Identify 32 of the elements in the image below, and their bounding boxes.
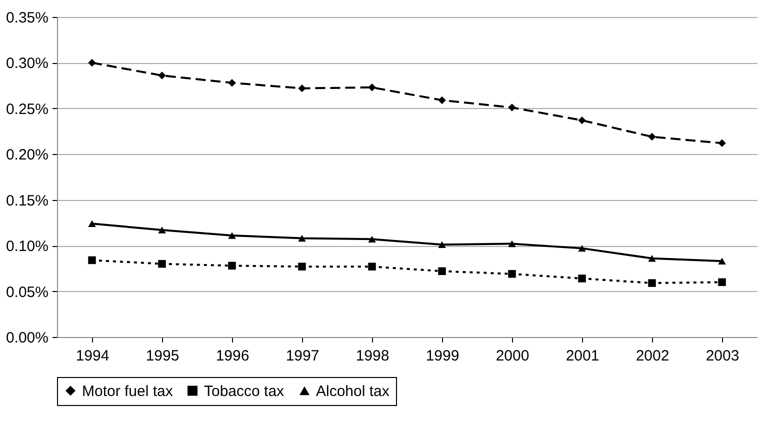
point	[368, 262, 376, 270]
x-tick-label: 2000	[496, 348, 530, 364]
x-tick-label: 1997	[286, 348, 320, 364]
point	[648, 279, 656, 287]
x-tick-label: 1994	[76, 348, 110, 364]
point	[88, 256, 96, 264]
y-tick-label: 0.15%	[6, 192, 48, 210]
y-tick-label: 0.10%	[6, 238, 48, 256]
legend-label: Alcohol tax	[316, 382, 390, 400]
y-tick-label: 0.25%	[6, 100, 48, 118]
point	[158, 260, 166, 268]
point	[508, 270, 516, 278]
point	[648, 132, 656, 141]
x-tick-label: 1995	[146, 348, 180, 364]
y-tick-label: 0.05%	[6, 284, 48, 301]
x-tick-label: 2001	[566, 348, 600, 364]
y-tick-label: 0.35%	[6, 10, 48, 26]
x-tick-label: 2003	[706, 348, 740, 364]
x-tick-label: 1999	[426, 348, 460, 364]
legend-label: Tobacco tax	[204, 382, 285, 400]
y-tick-label: 0.30%	[6, 55, 48, 72]
x-tick-label: 1996	[216, 348, 250, 364]
y-tick-label: 0.20%	[6, 146, 48, 164]
point	[228, 262, 236, 270]
point	[298, 262, 306, 270]
x-tick-label: 2002	[636, 348, 670, 364]
x-tick-label: 1998	[356, 348, 390, 364]
legend-label: Motor fuel tax	[82, 382, 174, 400]
point	[718, 278, 726, 286]
point	[578, 274, 586, 282]
point	[438, 267, 446, 276]
y-tick-label: 0.00%	[6, 330, 48, 346]
